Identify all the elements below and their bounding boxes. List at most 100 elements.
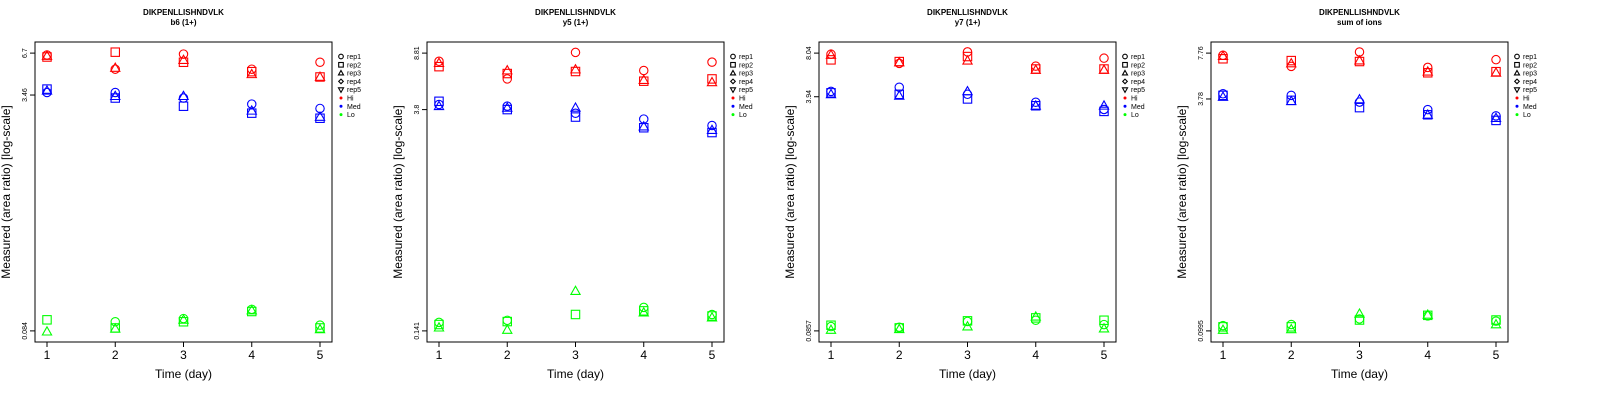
legend-label: rep3 — [739, 71, 753, 78]
legend-marker-rep5 — [1513, 87, 1521, 94]
data-point-lo — [569, 285, 582, 295]
legend-marker-rep1 — [1122, 53, 1128, 60]
x-tick-label: 5 — [1101, 348, 1108, 362]
legend-label: Med — [347, 104, 361, 111]
y-axis-label: Measured (area ratio) [log-scale] — [0, 105, 13, 278]
legend-marker-rep3 — [337, 69, 345, 76]
legend-label: rep3 — [1523, 71, 1537, 78]
x-tick-label: 2 — [1288, 348, 1295, 362]
legend-swatch-med — [339, 104, 343, 108]
data-point-med — [42, 87, 52, 98]
data-point-med — [1285, 95, 1297, 106]
legend-marker-rep3 — [1121, 69, 1129, 76]
data-point-hi — [1286, 55, 1297, 66]
data-point-med — [1422, 108, 1434, 119]
legend-label: rep3 — [347, 71, 361, 78]
x-axis-label: Time (day) — [939, 367, 996, 381]
legend-marker-rep4 — [1513, 78, 1521, 85]
x-tick-label: 4 — [1032, 348, 1039, 362]
data-point-med — [177, 90, 190, 101]
data-point-med — [638, 123, 649, 133]
data-point-hi — [1423, 62, 1433, 73]
y-tick-label: 3.46 — [22, 88, 29, 102]
legend-label: Lo — [1523, 112, 1531, 119]
data-point-hi — [826, 55, 836, 65]
legend-marker-rep1 — [730, 53, 736, 60]
legend-marker-rep2 — [338, 61, 344, 68]
x-tick-label: 3 — [572, 348, 579, 362]
y-tick-label: 6.7 — [22, 48, 29, 58]
legend-label: Hi — [739, 96, 746, 103]
data-point-hi — [961, 54, 974, 65]
plot-frame — [426, 41, 725, 343]
legend-marker-rep2 — [1514, 61, 1520, 68]
legend-label: Lo — [1131, 112, 1139, 119]
x-axis-label: Time (day) — [547, 367, 604, 381]
data-point-lo — [825, 324, 837, 334]
data-point-hi — [177, 54, 190, 65]
x-tick-label: 3 — [1356, 348, 1363, 362]
data-point-med — [110, 87, 121, 98]
data-point-lo — [706, 311, 718, 322]
data-point-hi — [315, 57, 325, 68]
legend-swatch-med — [731, 104, 735, 108]
data-point-hi — [638, 65, 649, 76]
data-point-lo — [570, 309, 581, 320]
data-point-lo — [961, 320, 974, 331]
x-tick-label: 4 — [248, 348, 255, 362]
data-point-lo — [893, 323, 905, 334]
x-tick-label: 2 — [896, 348, 903, 362]
data-point-hi — [1422, 65, 1434, 76]
data-point-lo — [1217, 323, 1229, 334]
data-point-lo — [42, 315, 52, 325]
plot-frame — [1210, 41, 1509, 343]
data-point-lo — [247, 306, 257, 317]
data-point-hi — [110, 64, 121, 74]
legend-marker-rep4 — [729, 78, 737, 85]
data-point-hi — [247, 66, 257, 77]
data-point-hi — [893, 56, 905, 67]
data-point-lo — [1098, 322, 1110, 333]
data-point-hi — [178, 57, 189, 68]
legend-marker-rep2 — [1122, 61, 1128, 68]
y-tick-label: 3.78 — [1198, 92, 1205, 106]
x-axis-label: Time (day) — [1331, 367, 1388, 381]
data-point-lo — [41, 325, 53, 336]
legend-label: rep5 — [1131, 87, 1145, 94]
data-point-hi — [706, 76, 718, 87]
data-point-hi — [825, 49, 837, 59]
data-point-hi — [1491, 54, 1501, 65]
data-point-hi — [42, 52, 52, 62]
data-point-lo — [1354, 315, 1365, 325]
legend-marker-rep5 — [337, 87, 345, 94]
data-point-lo — [1031, 313, 1041, 323]
legend-label: rep4 — [1523, 79, 1537, 86]
data-point-med — [570, 112, 581, 122]
legend-swatch-lo — [1515, 113, 1519, 117]
data-point-med — [893, 89, 905, 100]
plot-frame — [34, 41, 333, 343]
data-point-med — [1030, 99, 1042, 110]
data-point-med — [1217, 91, 1229, 101]
chart-subtitle: y7 (1+) — [955, 18, 981, 27]
legend-marker-rep3 — [1513, 69, 1521, 76]
legend-swatch-hi — [731, 96, 735, 100]
data-point-hi — [707, 74, 717, 84]
legend-label: rep2 — [347, 62, 361, 69]
y-tick-label: 3.94 — [806, 90, 813, 104]
data-point-med — [1490, 112, 1502, 123]
data-point-hi — [433, 57, 445, 67]
data-point-med — [1099, 106, 1109, 117]
data-point-med — [1098, 99, 1110, 110]
x-axis-label: Time (day) — [155, 367, 212, 381]
data-point-lo — [1422, 308, 1434, 319]
data-point-lo — [246, 304, 258, 315]
data-point-hi — [501, 64, 513, 75]
data-point-hi — [1098, 64, 1110, 74]
data-point-hi — [1099, 53, 1109, 63]
